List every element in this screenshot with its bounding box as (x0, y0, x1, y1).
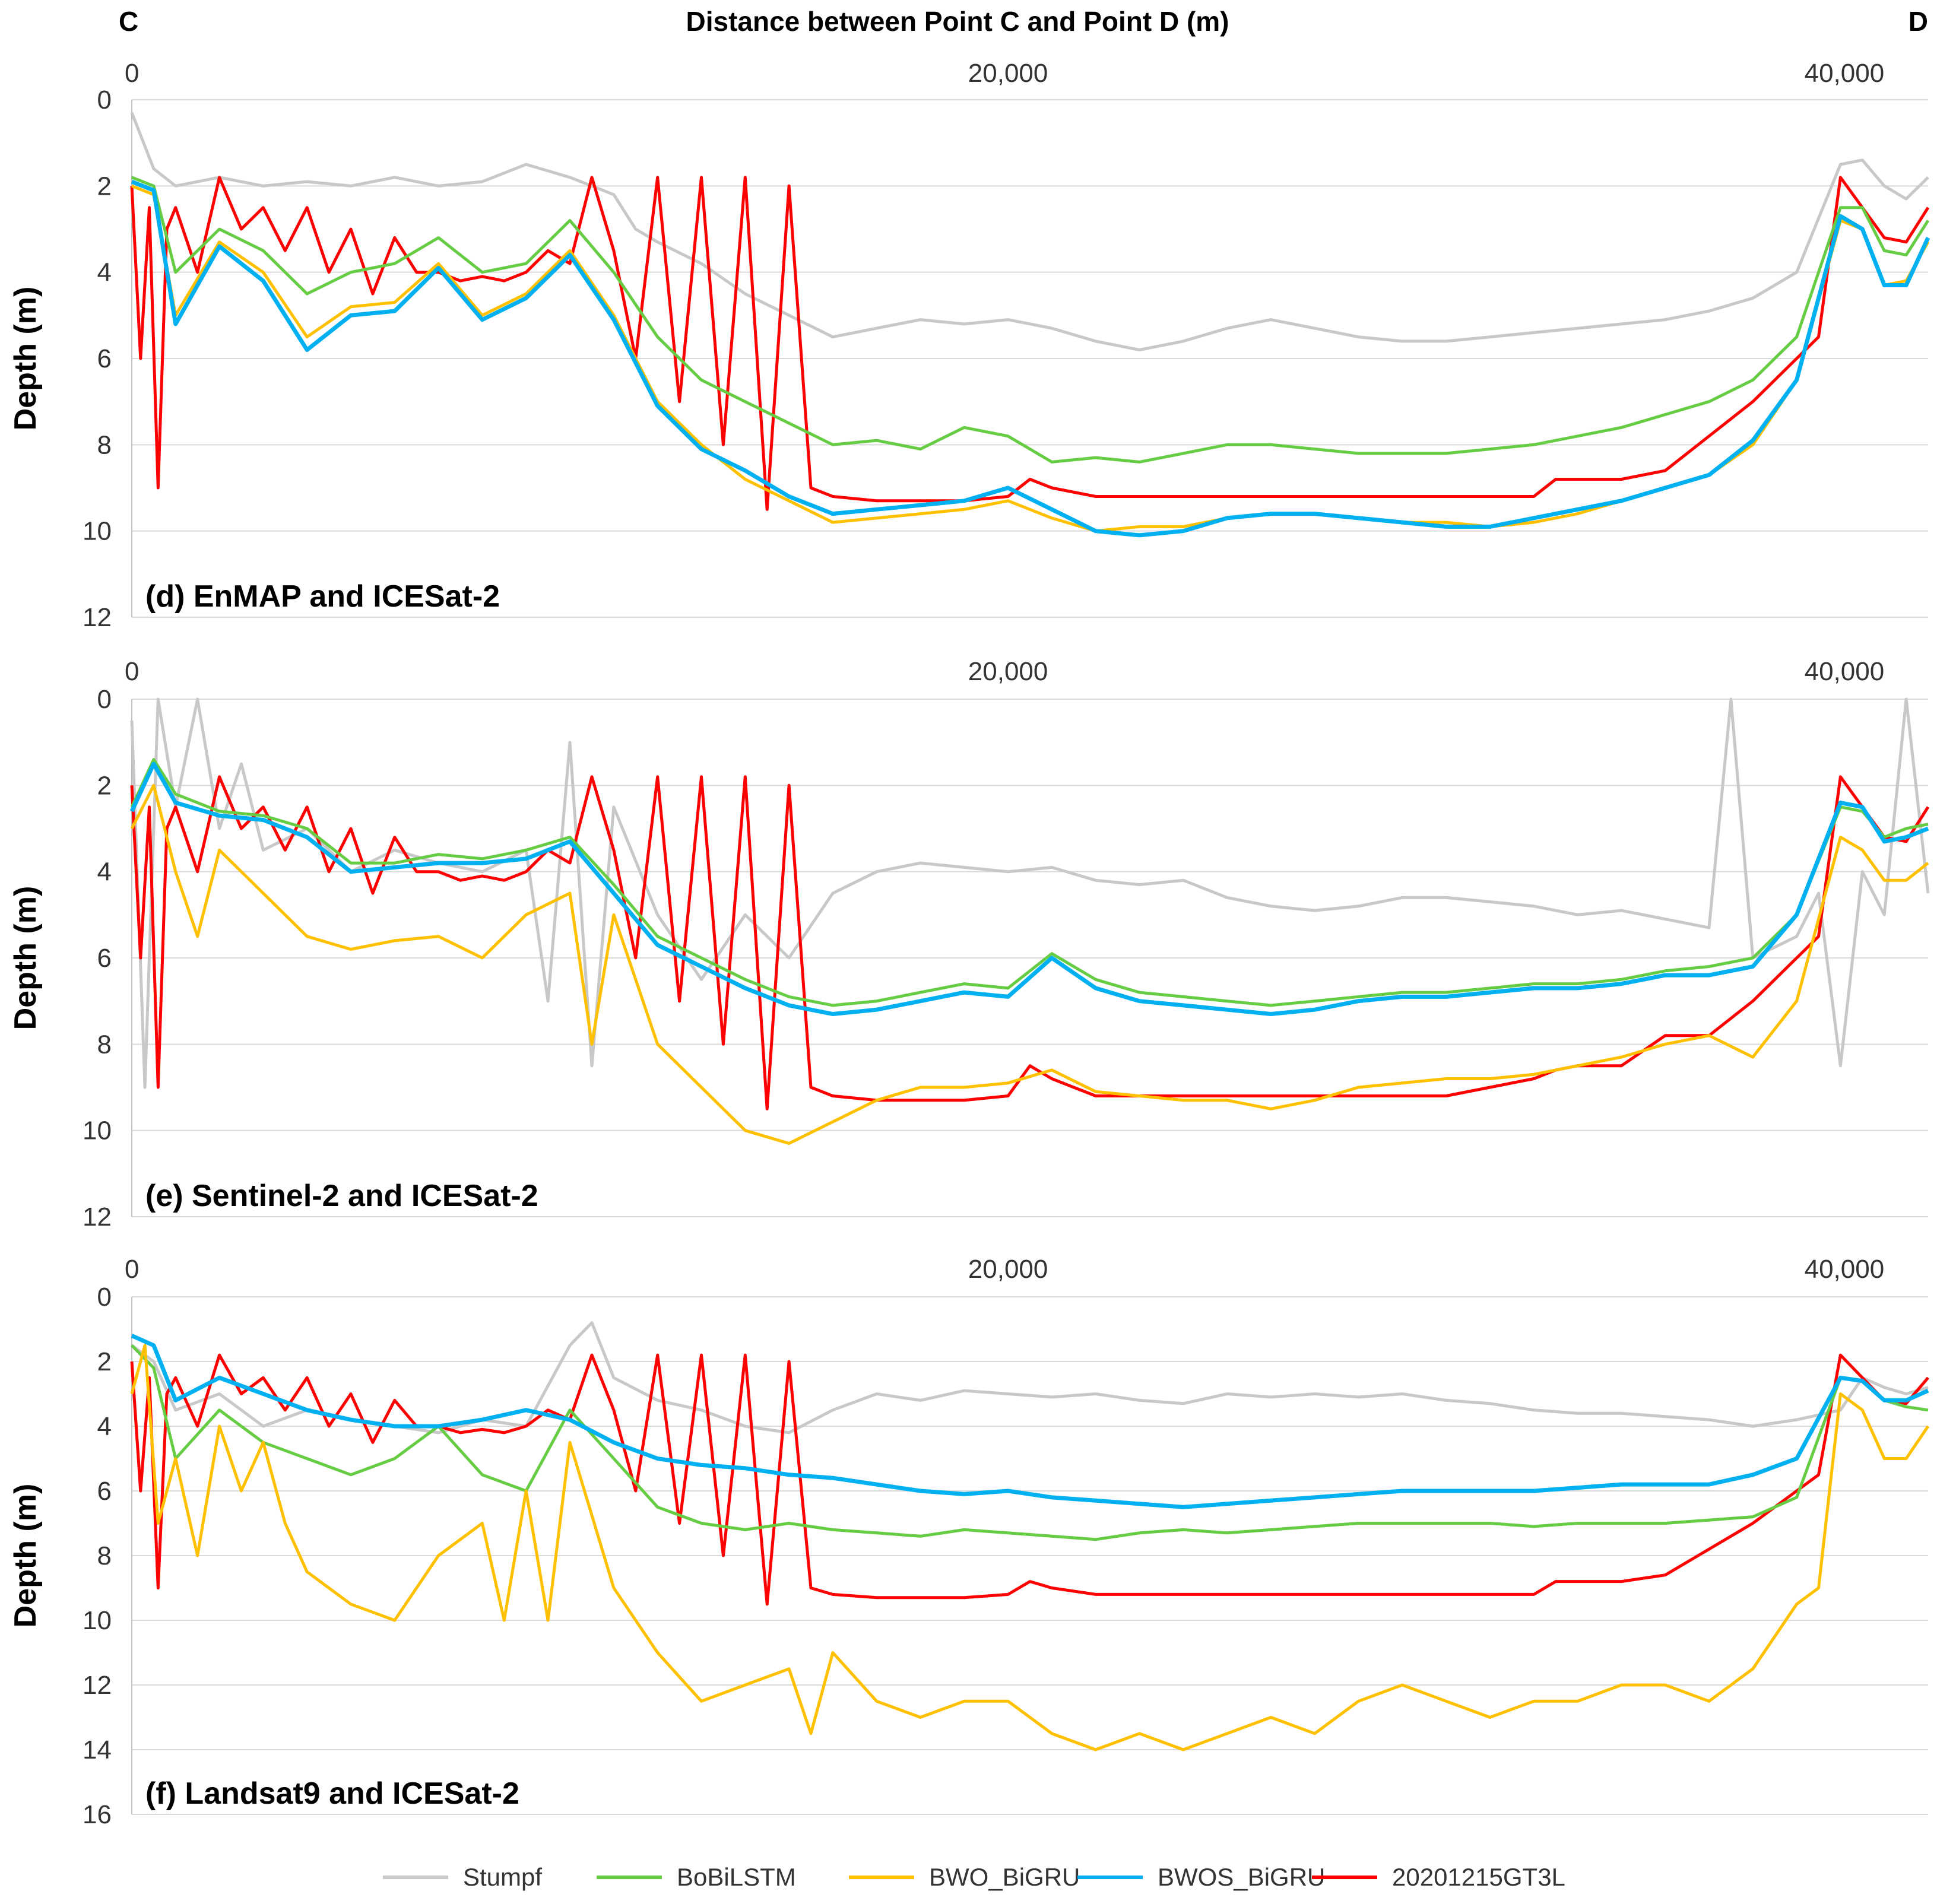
legend-item: 20201215GT3L (1312, 1863, 1565, 1891)
x-tick-label: 40,000 (1805, 1255, 1885, 1284)
panel-title: (e) Sentinel-2 and ICESat-2 (145, 1179, 538, 1213)
series-line-stumpf (130, 112, 1929, 351)
y-tick-label: 8 (97, 430, 112, 459)
series-line-bobilstm (131, 176, 1930, 464)
x-tick-label: 0 (125, 657, 139, 686)
y-tick-label: 4 (97, 258, 112, 287)
series-line-bobilstm (130, 758, 1929, 1007)
y-tick-label: 6 (97, 1477, 112, 1506)
series-line-20201215gt3l (130, 775, 1930, 1110)
x-tick-label: 40,000 (1805, 59, 1885, 88)
panel-title: (f) Landsat9 and ICESat-2 (145, 1776, 519, 1811)
y-tick-label: 6 (97, 344, 112, 373)
y-tick-label: 4 (97, 858, 112, 887)
panel-title: (d) EnMAP and ICESat-2 (145, 579, 500, 614)
y-tick-label: 6 (97, 944, 112, 973)
y-tick-label: 12 (83, 1671, 112, 1700)
x-tick-label: 0 (125, 59, 139, 88)
legend-item: BWO_BiGRU (849, 1863, 1080, 1891)
x-tick-label: 20,000 (968, 59, 1048, 88)
y-tick-label: 12 (83, 1202, 112, 1232)
legend-item: BWOS_BiGRU (1077, 1863, 1325, 1891)
y-axis-label: Depth (m) (8, 1484, 43, 1628)
legend-label: Stumpf (463, 1863, 542, 1891)
y-tick-label: 12 (83, 603, 112, 632)
y-tick-label: 2 (97, 1347, 112, 1376)
series-line-bwo-bigru (130, 1344, 1930, 1751)
series-line-bwos-bigru (129, 761, 1929, 1016)
y-axis-label: Depth (m) (8, 287, 43, 431)
x-tick-label: 20,000 (968, 1255, 1048, 1284)
legend: Stumpf BoBiLSTM BWO_BiGRU BWOS_BiGRU 2020121… (383, 1863, 1565, 1891)
chart-panel-2: 0 2 4 6 8 10 12 0 20,000 40,000 Depth (m) (e) Senti… (8, 657, 1930, 1232)
legend-label: BoBiLSTM (677, 1863, 796, 1891)
x-tick-label: 0 (125, 1255, 139, 1284)
point-c-label: C (119, 6, 138, 37)
series-line-20201215gt3l (130, 1353, 1929, 1606)
y-tick-label: 8 (97, 1030, 112, 1059)
series-line-bwo-bigru (130, 783, 1929, 1145)
y-tick-label: 16 (83, 1800, 112, 1829)
y-tick-label: 14 (83, 1735, 112, 1765)
x-tick-label: 40,000 (1805, 657, 1885, 686)
y-tick-label: 4 (97, 1412, 112, 1441)
y-tick-label: 0 (97, 1283, 112, 1312)
series-line-stumpf (131, 1321, 1929, 1435)
series-line-bobilstm (131, 1344, 1929, 1541)
chart-panels: 0 2 4 6 8 10 12 0 20,000 40,000 Depth (m) (d) EnMAP… (8, 59, 1930, 1829)
y-tick-label: 8 (97, 1541, 112, 1570)
y-tick-label: 10 (83, 1116, 112, 1145)
figure-top-title: Distance between Point C and Point D (m) (686, 6, 1229, 37)
legend-item: Stumpf (383, 1863, 542, 1891)
legend-label: 20201215GT3L (1392, 1863, 1565, 1891)
y-axis-label: Depth (m) (8, 886, 43, 1030)
y-tick-label: 2 (97, 172, 112, 201)
legend-item: BoBiLSTM (597, 1863, 796, 1891)
series-line-bwos-bigru (131, 1334, 1929, 1509)
y-tick-label: 10 (83, 517, 112, 546)
chart-panel-3: 0 2 4 6 8 10 12 14 16 0 20,000 40,000 Depth (m) (f) L… (8, 1255, 1930, 1829)
chart-panel-1: 0 2 4 6 8 10 12 0 20,000 40,000 Depth (m) (d) EnMAP… (8, 59, 1930, 632)
x-tick-label: 20,000 (968, 657, 1048, 686)
series-line-20201215gt3l (130, 176, 1930, 511)
legend-label: BWO_BiGRU (929, 1863, 1080, 1891)
legend-label: BWOS_BiGRU (1158, 1863, 1325, 1891)
series-line-bwos-bigru (131, 179, 1930, 538)
y-tick-label: 0 (97, 85, 112, 115)
y-tick-label: 2 (97, 771, 112, 800)
y-tick-label: 10 (83, 1606, 112, 1635)
point-d-label: D (1909, 6, 1928, 37)
series-line-stumpf (130, 697, 1930, 1089)
y-tick-label: 0 (97, 685, 112, 714)
